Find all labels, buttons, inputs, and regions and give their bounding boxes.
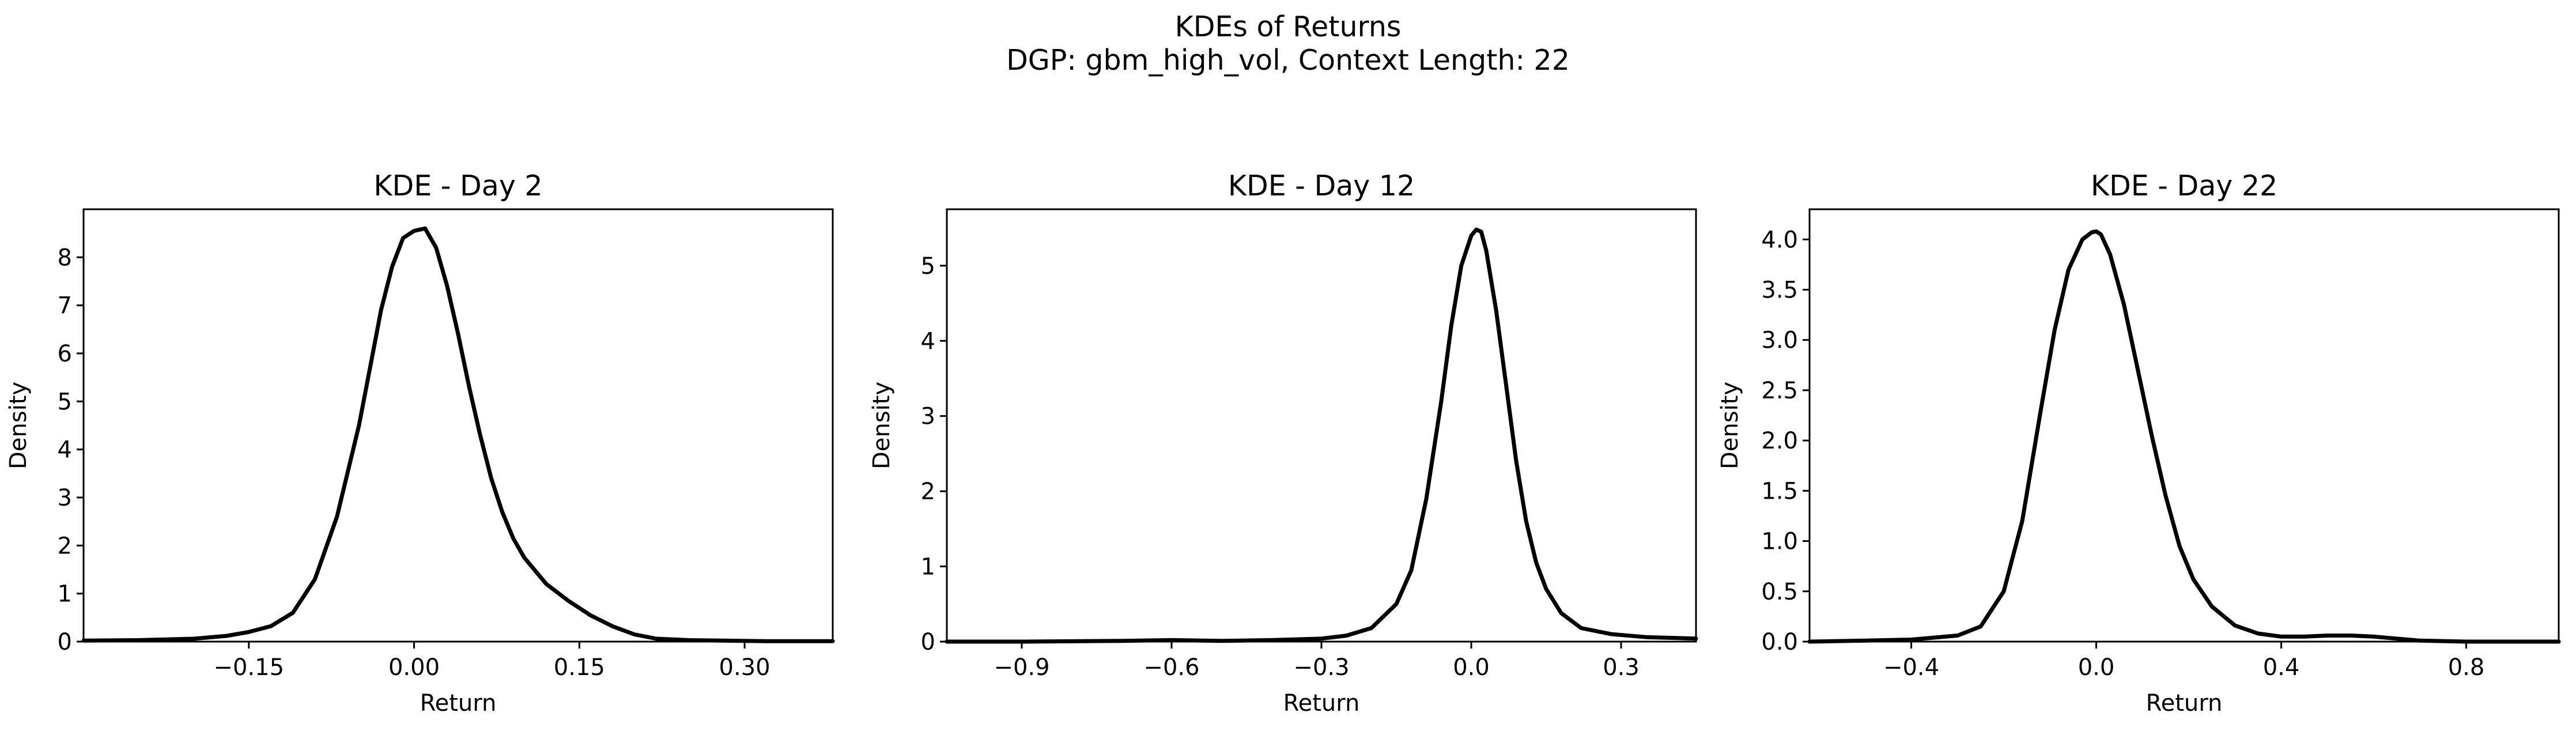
kde-curve-2-0 [1807, 229, 2561, 644]
x-tick-label: 0.15 [554, 654, 605, 681]
y-tick-label: 4 [58, 437, 72, 463]
y-tick-label: 0.0 [1761, 629, 1798, 655]
x-tick-label: −0.6 [1143, 654, 1199, 681]
y-tick-label: 4.0 [1761, 227, 1798, 253]
figure-subtitle-line-2: DGP: gbm_high_vol, Context Length: 22 [1006, 44, 1570, 77]
x-tick-label: 0.0 [2078, 654, 2115, 681]
panel-title: KDE - Day 2 [373, 169, 542, 202]
y-tick-label: 0.5 [1761, 579, 1798, 605]
axes-frame [946, 208, 1697, 643]
y-tick-label: 1 [58, 581, 72, 608]
kde-panel-day-22: −0.4 0.0 0.4 0.8 0.0 0.5 1.0 1.5 2.0 2.5 3.0 3.5 4.0… [1717, 169, 2561, 717]
y-tick-label: 3 [58, 485, 72, 511]
y-tick-label: 2.5 [1761, 378, 1798, 404]
x-tick-label: 0.4 [2263, 654, 2300, 681]
x-axis-label: Return [1283, 690, 1360, 717]
y-tick-label: 0 [921, 629, 935, 655]
y-axis-label: Density [5, 382, 32, 469]
y-tick-label: 2.0 [1761, 428, 1798, 454]
y-axis-label: Density [1717, 382, 1743, 469]
figure-title-line-1: KDEs of Returns [1174, 10, 1402, 43]
y-tick-label: 1.0 [1761, 529, 1798, 555]
y-tick-label: 0 [58, 629, 72, 655]
x-tick-label: 0.0 [1453, 654, 1490, 681]
x-tick-label: −0.9 [994, 654, 1049, 681]
panel-title: KDE - Day 22 [2091, 169, 2277, 202]
axes-frame [1808, 208, 2560, 643]
x-axis-label: Return [420, 690, 497, 717]
x-tick-label: −0.3 [1293, 654, 1349, 681]
x-tick-label: 0.8 [2448, 654, 2485, 681]
y-tick-label: 2 [58, 533, 72, 559]
x-tick-label: 0.30 [719, 654, 770, 681]
figure-title: KDEs of Returns DGP: gbm_high_vol, Conte… [0, 10, 2576, 77]
y-tick-label: 3.0 [1761, 327, 1798, 354]
y-tick-label: 1 [921, 554, 935, 581]
kde-curve-0-0 [81, 226, 835, 643]
y-tick-label: 3.5 [1761, 277, 1798, 304]
kde-panel-day-12: −0.9 −0.6 −0.3 0.0 0.3 0 1 2 3 4 5 KDE - Day 12 Retu… [868, 169, 1698, 717]
y-tick-label: 2 [921, 478, 935, 505]
y-tick-label: 3 [921, 404, 935, 430]
x-tick-label: −0.4 [1883, 654, 1939, 681]
y-tick-label: 4 [921, 328, 935, 355]
y-axis-label: Density [868, 382, 895, 469]
x-axis-label: Return [2146, 690, 2223, 717]
y-tick-label: 1.5 [1761, 478, 1798, 504]
y-tick-label: 6 [58, 341, 72, 367]
axes-frame [82, 208, 834, 643]
x-tick-label: 0.00 [388, 654, 440, 681]
y-tick-label: 5 [921, 253, 935, 280]
kde-panel-day-2: −0.15 0.00 0.15 0.30 0 1 2 3 4 5 6 7 8 KDE - Day 2 Ret… [5, 169, 835, 717]
y-tick-label: 5 [58, 389, 72, 415]
x-tick-label: −0.15 [213, 654, 284, 681]
x-tick-label: 0.3 [1603, 654, 1640, 681]
y-tick-label: 7 [58, 293, 72, 319]
y-tick-label: 8 [58, 244, 72, 271]
kde-curve-1-0 [945, 227, 1698, 644]
panel-title: KDE - Day 12 [1228, 169, 1415, 202]
